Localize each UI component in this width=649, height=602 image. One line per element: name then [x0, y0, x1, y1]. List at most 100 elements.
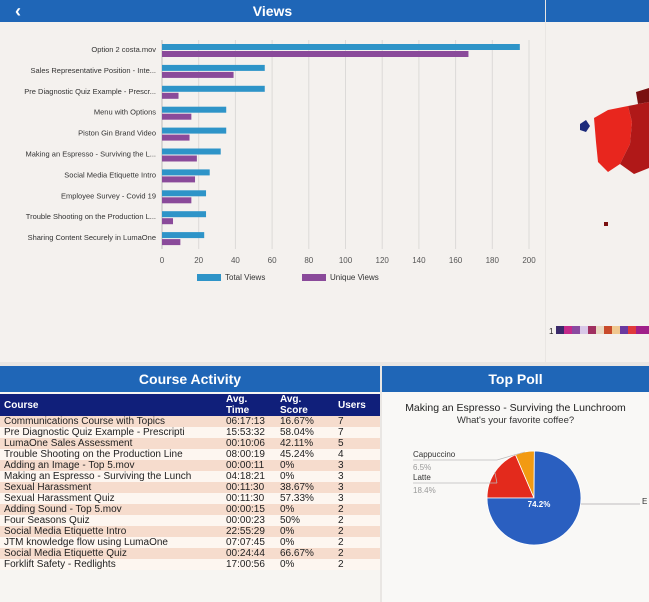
- table-row[interactable]: Social Media Etiquette Quiz 00:24:44 66.67…: [0, 548, 380, 559]
- bar-unique-views[interactable]: [162, 176, 196, 183]
- bar-unique-views[interactable]: [162, 134, 190, 141]
- row-avg-time: 15:53:32: [222, 427, 276, 438]
- slice-category-label: Latte: [413, 473, 431, 482]
- pie-slice[interactable]: [486, 454, 535, 499]
- column-header-avg-score[interactable]: Avg. Score: [276, 394, 334, 416]
- row-users: 2: [334, 559, 380, 570]
- slice-leader-line: [496, 451, 525, 461]
- legend-swatch[interactable]: [302, 274, 326, 281]
- category-label: Sharing Content Securely in LumaOne: [28, 233, 156, 242]
- bar-total-views[interactable]: [162, 169, 210, 176]
- map-region-east[interactable]: [620, 102, 649, 174]
- category-label: Pre Diagnostic Quiz Example - Prescr...: [24, 87, 156, 96]
- course-activity-panel: Course Activity Course Avg. Time Avg. Sc…: [0, 366, 380, 602]
- column-header-avg-time[interactable]: Avg. Time: [222, 394, 276, 416]
- choropleth-map[interactable]: 1: [546, 22, 649, 362]
- row-users: 2: [334, 537, 380, 548]
- row-course: Sexual Harassment: [0, 482, 222, 493]
- table-row[interactable]: Four Seasons Quiz 00:00:23 50% 2: [0, 515, 380, 526]
- bar-unique-views[interactable]: [162, 113, 192, 120]
- row-avg-time: 00:11:30: [222, 482, 276, 493]
- category-label: Employee Survey - Covid 19: [61, 191, 156, 200]
- category-label: Menu with Options: [94, 108, 156, 117]
- bar-total-views[interactable]: [162, 190, 207, 197]
- table-row[interactable]: Adding an Image - Top 5.mov 00:00:11 0% 3: [0, 460, 380, 471]
- row-avg-time: 00:00:23: [222, 515, 276, 526]
- row-course: Pre Diagnostic Quiz Example - Prescripti: [0, 427, 222, 438]
- row-avg-score: 0%: [276, 460, 334, 471]
- bar-total-views[interactable]: [162, 211, 207, 218]
- legend-swatch[interactable]: [197, 274, 221, 281]
- bar-total-views[interactable]: [162, 64, 265, 71]
- map-region-north[interactable]: [636, 88, 649, 104]
- top-poll-panel: Top Poll Making an Espresso - Surviving …: [382, 366, 649, 602]
- views-panel: ‹ Views 0 20 40 60 80 100 120 140 160 180 200 Optio…: [0, 0, 545, 362]
- pie-slice[interactable]: [486, 450, 582, 546]
- bar-unique-views[interactable]: [162, 155, 197, 162]
- table-row[interactable]: LumaOne Sales Assessment 00:10:06 42.11% 5: [0, 438, 380, 449]
- x-tick-label: 200: [522, 256, 536, 265]
- table-row[interactable]: Trouble Shooting on the Production Line 0…: [0, 449, 380, 460]
- row-avg-score: 57.33%: [276, 493, 334, 504]
- row-avg-time: 17:00:56: [222, 559, 276, 570]
- top-poll-header: Top Poll: [382, 366, 649, 392]
- bar-unique-views[interactable]: [162, 92, 179, 99]
- map-region-west[interactable]: [594, 106, 632, 172]
- category-label: Trouble Shooting on the Production L...: [26, 212, 156, 221]
- map-region-islands[interactable]: [580, 120, 590, 132]
- row-avg-time: 00:10:06: [222, 438, 276, 449]
- table-row[interactable]: Communications Course with Topics 06:17:1…: [0, 416, 380, 427]
- x-tick-label: 20: [194, 256, 203, 265]
- legend-label[interactable]: Unique Views: [330, 273, 379, 282]
- bar-unique-views[interactable]: [162, 51, 469, 57]
- slice-value-label: 6.5%: [413, 463, 431, 472]
- bar-total-views[interactable]: [162, 106, 227, 113]
- row-avg-score: 0%: [276, 559, 334, 570]
- row-avg-time: 06:17:13: [222, 416, 276, 427]
- table-row[interactable]: Social Media Etiquette Intro 22:55:29 0% 2: [0, 526, 380, 537]
- map-region-dot[interactable]: [604, 222, 608, 226]
- table-row[interactable]: Forklift Safety - Redlights 17:00:56 0% 2: [0, 559, 380, 570]
- slice-value-label: 74.2%: [528, 500, 551, 509]
- category-label: Social Media Etiquette Intro: [64, 170, 156, 179]
- bar-unique-views[interactable]: [162, 239, 181, 246]
- row-users: 7: [334, 416, 380, 427]
- row-avg-score: 0%: [276, 504, 334, 515]
- table-header-row: Course Avg. Time Avg. Score Users: [0, 394, 380, 416]
- bar-total-views[interactable]: [162, 232, 205, 239]
- table-row[interactable]: JTM knowledge flow using LumaOne 07:07:45…: [0, 537, 380, 548]
- table-row[interactable]: Adding Sound - Top 5.mov 00:00:15 0% 2: [0, 504, 380, 515]
- bar-total-views[interactable]: [162, 85, 265, 92]
- bar-total-views[interactable]: [162, 44, 520, 50]
- row-users: 3: [334, 482, 380, 493]
- table-row[interactable]: Sexual Harassment Quiz 00:11:30 57.33% 3: [0, 493, 380, 504]
- top-poll-title: Top Poll: [488, 371, 543, 387]
- table-row[interactable]: Making an Espresso - Surviving the Lunch…: [0, 471, 380, 482]
- row-avg-score: 0%: [276, 471, 334, 482]
- legend-label[interactable]: Total Views: [225, 273, 265, 282]
- x-tick-label: 140: [412, 256, 426, 265]
- column-header-users[interactable]: Users: [334, 394, 380, 416]
- slice-value-label: 18.4%: [413, 486, 436, 495]
- bar-unique-views[interactable]: [162, 218, 174, 225]
- bar-total-views[interactable]: [162, 148, 221, 155]
- row-avg-time: 00:00:15: [222, 504, 276, 515]
- table-row[interactable]: Sexual Harassment 00:11:30 38.67% 3: [0, 482, 380, 493]
- row-avg-score: 58.04%: [276, 427, 334, 438]
- poll-question: What's your favorite coffee?: [456, 415, 575, 426]
- row-course: Adding an Image - Top 5.mov: [0, 460, 222, 471]
- bar-total-views[interactable]: [162, 127, 227, 134]
- row-users: 2: [334, 515, 380, 526]
- row-users: 7: [334, 427, 380, 438]
- bar-unique-views[interactable]: [162, 197, 192, 204]
- row-avg-score: 0%: [276, 537, 334, 548]
- category-label: Making an Espresso - Surviving the L...: [26, 150, 156, 159]
- table-row[interactable]: Pre Diagnostic Quiz Example - Prescripti…: [0, 427, 380, 438]
- row-users: 3: [334, 471, 380, 482]
- row-users: 5: [334, 438, 380, 449]
- bar-unique-views[interactable]: [162, 71, 234, 78]
- row-course: Communications Course with Topics: [0, 416, 222, 427]
- row-course: Making an Espresso - Surviving the Lunch: [0, 471, 222, 482]
- column-header-course[interactable]: Course: [0, 394, 222, 416]
- chevron-left-icon[interactable]: ‹: [15, 1, 21, 21]
